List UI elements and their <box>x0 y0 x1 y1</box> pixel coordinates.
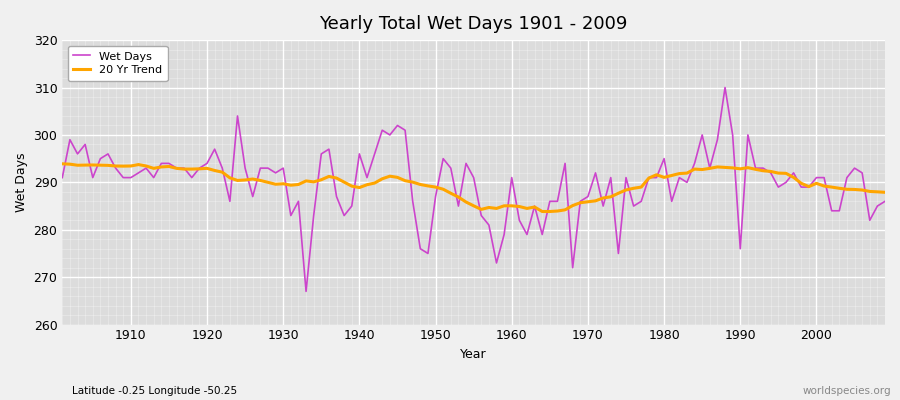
20 Yr Trend <box>57 162 68 166</box>
20 Yr Trend <box>879 190 890 195</box>
Wet Days <box>118 175 129 180</box>
X-axis label: Year: Year <box>460 348 487 361</box>
Text: worldspecies.org: worldspecies.org <box>803 386 891 396</box>
Line: 20 Yr Trend: 20 Yr Trend <box>62 164 885 212</box>
20 Yr Trend <box>118 164 129 168</box>
Wet Days <box>507 175 517 180</box>
Wet Days <box>606 175 616 180</box>
20 Yr Trend <box>499 204 509 208</box>
Wet Days <box>879 199 890 204</box>
Legend: Wet Days, 20 Yr Trend: Wet Days, 20 Yr Trend <box>68 46 167 81</box>
20 Yr Trend <box>331 176 342 180</box>
Wet Days <box>57 175 68 180</box>
Wet Days <box>301 289 311 294</box>
Wet Days <box>338 213 349 218</box>
Text: Latitude -0.25 Longitude -50.25: Latitude -0.25 Longitude -50.25 <box>72 386 237 396</box>
Wet Days <box>720 85 731 90</box>
Y-axis label: Wet Days: Wet Days <box>15 152 28 212</box>
Line: Wet Days: Wet Days <box>62 88 885 291</box>
Title: Yearly Total Wet Days 1901 - 2009: Yearly Total Wet Days 1901 - 2009 <box>320 15 628 33</box>
20 Yr Trend <box>606 194 616 199</box>
Wet Days <box>285 213 296 218</box>
20 Yr Trend <box>285 183 296 188</box>
20 Yr Trend <box>507 204 517 208</box>
Wet Days <box>514 218 525 223</box>
20 Yr Trend <box>536 209 547 214</box>
